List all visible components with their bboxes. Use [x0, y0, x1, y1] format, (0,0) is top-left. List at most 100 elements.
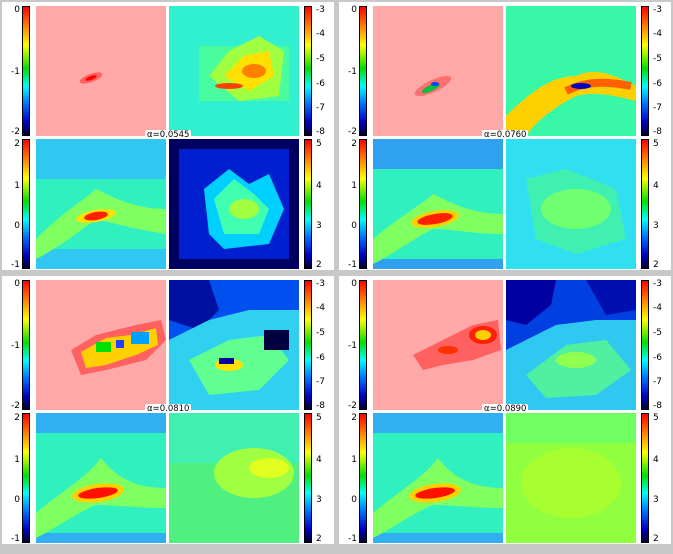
heatmap-panel: [36, 139, 166, 269]
colorbar: [304, 6, 312, 136]
tick: 0: [351, 279, 357, 289]
tick: -4: [653, 29, 662, 39]
heatmap-panel: [373, 6, 503, 136]
tick: 1: [14, 455, 20, 465]
alpha-label: α=0.0545: [145, 130, 192, 141]
tick: 1: [351, 181, 357, 191]
tick: 0: [14, 495, 20, 505]
tick: -1: [348, 341, 357, 351]
colorbar: [359, 280, 367, 410]
tick: -6: [653, 353, 662, 363]
tick: 0: [351, 221, 357, 231]
tick: -2: [348, 127, 357, 137]
colorbar: [22, 139, 30, 269]
colorbar: [22, 413, 30, 543]
tick: 2: [653, 260, 659, 270]
colorbar: [641, 139, 649, 269]
tick: -5: [316, 54, 325, 64]
quadrant-4: 0 -1 -2 -3 -4 -5 -6 -7 -8 α=0.0890 2 1 0…: [339, 276, 671, 544]
tick: -1: [11, 534, 20, 544]
tick: -1: [348, 534, 357, 544]
colorbar: [304, 280, 312, 410]
tick: 3: [653, 495, 659, 505]
tick: 5: [316, 413, 322, 423]
tick: 3: [316, 221, 322, 231]
heatmap-panel: [373, 413, 503, 543]
tick: -7: [653, 377, 662, 387]
tick: 4: [316, 181, 322, 191]
colorbar: [304, 139, 312, 269]
tick: 2: [351, 139, 357, 149]
tick: -4: [316, 303, 325, 313]
tick: -3: [653, 5, 662, 15]
heatmap-panel: [506, 413, 636, 543]
colorbar: [641, 280, 649, 410]
tick: -8: [316, 401, 325, 411]
heatmap-panel: [506, 280, 636, 410]
heatmap-panel: [36, 413, 166, 543]
tick: -3: [653, 279, 662, 289]
heatmap-panel: [36, 280, 166, 410]
tick: -3: [316, 279, 325, 289]
tick: 0: [14, 221, 20, 231]
tick: 5: [653, 413, 659, 423]
heatmap-panel: [169, 139, 299, 269]
tick: -2: [11, 127, 20, 137]
tick: 2: [316, 260, 322, 270]
tick: -5: [653, 328, 662, 338]
tick: -3: [316, 5, 325, 15]
alpha-label: α=0.0890: [482, 404, 529, 415]
quadrant-3: 0 -1 -2 -3 -4 -5 -6 -7 -8 α=0.0810 2 1 0…: [2, 276, 334, 544]
tick: -7: [316, 377, 325, 387]
tick: 2: [14, 413, 20, 423]
heatmap-panel: [169, 6, 299, 136]
tick: 3: [316, 495, 322, 505]
quadrant-2: 0 -1 -2 -3 -4 -5 -6 -7 -8 α=0.0760 2 1 0…: [339, 2, 671, 270]
tick: 2: [316, 534, 322, 544]
tick: 1: [351, 455, 357, 465]
heatmap-panel: [169, 413, 299, 543]
tick: 4: [316, 455, 322, 465]
tick: -4: [316, 29, 325, 39]
alpha-label: α=0.0810: [145, 404, 192, 415]
tick: 0: [351, 495, 357, 505]
tick: 4: [653, 181, 659, 191]
tick: -1: [348, 260, 357, 270]
tick: 3: [653, 221, 659, 231]
colorbar: [359, 413, 367, 543]
heatmap-panel: [169, 280, 299, 410]
colorbar: [359, 139, 367, 269]
tick: 0: [351, 5, 357, 15]
heatmap-panel: [36, 6, 166, 136]
tick: 4: [653, 455, 659, 465]
tick: -8: [653, 401, 662, 411]
heatmap-panel: [506, 6, 636, 136]
tick: -4: [653, 303, 662, 313]
tick: -1: [11, 260, 20, 270]
tick: -7: [653, 103, 662, 113]
tick: -7: [316, 103, 325, 113]
tick: -8: [316, 127, 325, 137]
tick: 1: [14, 181, 20, 191]
tick: 0: [14, 279, 20, 289]
tick: 5: [653, 139, 659, 149]
alpha-label: α=0.0760: [482, 130, 529, 141]
tick: -6: [653, 79, 662, 89]
tick: 2: [351, 413, 357, 423]
tick: -5: [653, 54, 662, 64]
colorbar: [304, 413, 312, 543]
tick: 0: [14, 5, 20, 15]
tick: -1: [11, 341, 20, 351]
tick: -8: [653, 127, 662, 137]
heatmap-panel: [506, 139, 636, 269]
tick: -2: [11, 401, 20, 411]
colorbar: [22, 280, 30, 410]
colorbar: [22, 6, 30, 136]
colorbar: [641, 6, 649, 136]
tick: -5: [316, 328, 325, 338]
tick: -1: [348, 67, 357, 77]
tick: -6: [316, 79, 325, 89]
tick: -1: [11, 67, 20, 77]
tick: 5: [316, 139, 322, 149]
tick: -2: [348, 401, 357, 411]
